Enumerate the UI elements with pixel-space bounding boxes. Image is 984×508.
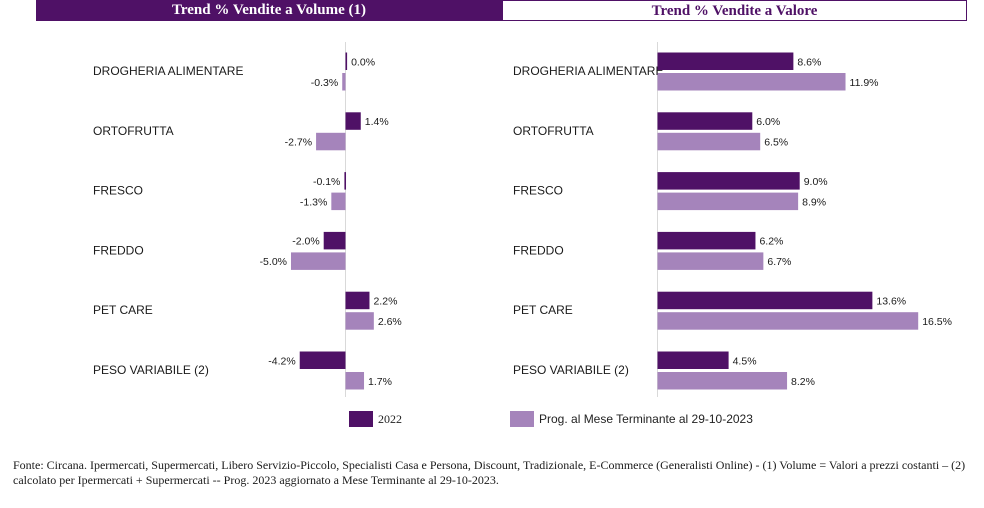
volume-data-label: -2.0%: [292, 236, 319, 248]
volume-bar-prog: [316, 132, 346, 151]
value-data-label: 8.9%: [802, 196, 826, 208]
volume-data-label: 2.2%: [373, 295, 397, 307]
volume-category-label: PET CARE: [93, 303, 153, 317]
volume-data-label: -4.2%: [268, 355, 295, 367]
value-data-label: 8.2%: [791, 376, 815, 388]
volume-data-label: -0.1%: [313, 176, 340, 188]
value-bar-prog: [657, 73, 846, 91]
value-data-label: 6.5%: [764, 137, 788, 149]
value-data-label: 11.9%: [850, 77, 879, 89]
value-category-label: PESO VARIABILE (2): [513, 363, 629, 377]
value-category-label: DROGHERIA ALIMENTARE: [513, 64, 663, 78]
value-bar-2022: [657, 231, 756, 250]
value-data-label: 8.6%: [797, 56, 821, 68]
volume-data-label: -0.3%: [311, 77, 338, 89]
volume-bar-prog: [291, 252, 346, 270]
legend-swatch-2022: [349, 411, 373, 427]
volume-category-label: FREDDO: [93, 243, 144, 257]
value-data-label: 9.0%: [804, 176, 828, 188]
value-bar-prog: [657, 192, 799, 211]
value-data-label: 13.6%: [876, 295, 906, 307]
volume-bar-2022: [345, 52, 348, 70]
volume-bar-prog: [345, 372, 365, 390]
volume-bar-2022: [344, 172, 347, 190]
legend-item-2022: 2022: [349, 411, 402, 427]
volume-bar-prog: [342, 73, 346, 91]
volume-chart-header: Trend % Vendite a Volume (1): [36, 0, 502, 21]
source-footnote: Fonte: Circana. Ipermercati, Supermercat…: [13, 458, 966, 487]
volume-bar-2022: [299, 351, 346, 369]
volume-data-label: -1.3%: [300, 196, 327, 208]
value-category-label: FREDDO: [513, 243, 564, 257]
legend-item-prog: Prog. al Mese Terminante al 29-10-2023: [510, 411, 753, 427]
volume-category-label: ORTOFRUTTA: [93, 124, 174, 138]
volume-data-label: -2.7%: [285, 137, 312, 149]
value-category-label: ORTOFRUTTA: [513, 124, 594, 138]
value-category-label: PET CARE: [513, 303, 573, 317]
value-data-label: 6.7%: [767, 256, 791, 268]
value-data-label: 4.5%: [733, 355, 757, 367]
value-bar-2022: [657, 52, 794, 70]
legend-label-2022: 2022: [378, 411, 402, 426]
legend-swatch-prog: [510, 411, 534, 427]
value-data-label: 16.5%: [922, 316, 952, 328]
value-bar-prog: [657, 252, 764, 270]
volume-bar-2022: [323, 231, 346, 250]
value-data-label: 6.2%: [759, 236, 783, 248]
value-category-label: FRESCO: [513, 184, 563, 198]
value-bar-prog: [657, 372, 788, 390]
volume-data-label: 1.7%: [368, 376, 392, 388]
value-bar-2022: [657, 112, 753, 130]
volume-bar-2022: [345, 291, 370, 310]
value-bar-2022: [657, 351, 729, 369]
value-chart: DROGHERIA ALIMENTARE 8.6% 11.9% ORTOFRUTTA 6…: [513, 42, 952, 397]
legend-label-prog: Prog. al Mese Terminante al 29-10-2023: [539, 412, 753, 426]
value-bar-prog: [657, 312, 919, 330]
volume-bar-prog: [331, 192, 346, 211]
volume-category-label: DROGHERIA ALIMENTARE: [93, 64, 243, 78]
value-chart-header: Trend % Vendite a Valore: [502, 0, 967, 21]
volume-bar-2022: [345, 112, 361, 130]
value-bar-prog: [657, 132, 761, 151]
volume-data-label: 1.4%: [365, 116, 389, 128]
value-bar-2022: [657, 172, 800, 190]
volume-chart: DROGHERIA ALIMENTARE 0.0% -0.3% ORTOFRUTTA 1…: [93, 42, 402, 397]
charts-svg: DROGHERIA ALIMENTARE 0.0% -0.3% ORTOFRUTTA 1…: [93, 42, 952, 397]
volume-data-label: 0.0%: [351, 56, 375, 68]
volume-category-label: FRESCO: [93, 184, 143, 198]
volume-bar-prog: [345, 312, 374, 330]
value-data-label: 6.0%: [756, 116, 780, 128]
volume-category-label: PESO VARIABILE (2): [93, 363, 209, 377]
value-bar-2022: [657, 291, 873, 310]
volume-data-label: -5.0%: [260, 256, 287, 268]
volume-data-label: 2.6%: [378, 316, 402, 328]
